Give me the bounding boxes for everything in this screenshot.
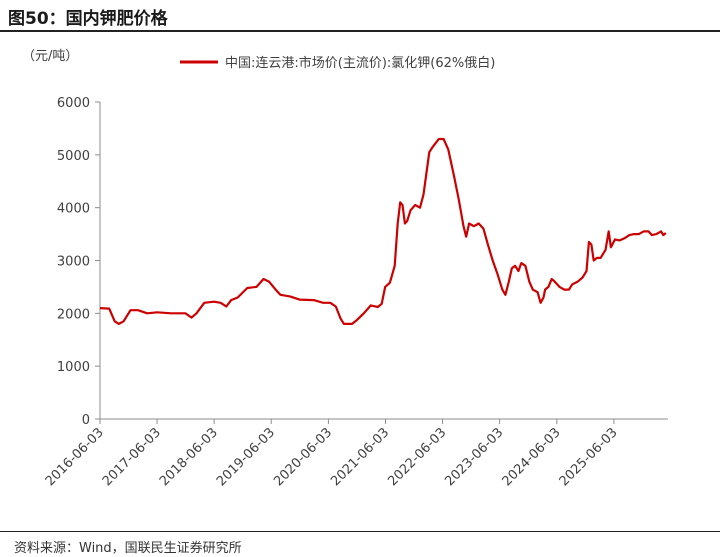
source-note: 资料来源：Wind，国联民生证券研究所 — [14, 541, 242, 556]
figure-title: 图50：国内钾肥价格 — [8, 9, 168, 29]
y-tick-label: 5000 — [57, 149, 90, 164]
series-group — [99, 137, 667, 325]
y-tick-label: 6000 — [57, 96, 90, 111]
y-tick-label: 2000 — [57, 307, 90, 322]
x-tick-label: 2018-06-03 — [157, 425, 221, 489]
x-tick-label: 2016-06-03 — [43, 425, 107, 489]
legend-label: 中国:连云港:市场价(主流价):氯化钾(62%俄白) — [225, 55, 495, 71]
series-line-kcl-price — [99, 137, 667, 325]
x-tick-label: 2021-06-03 — [328, 425, 392, 489]
y-tick-label: 0 — [82, 413, 90, 428]
legend: 中国:连云港:市场价(主流价):氯化钾(62%俄白) — [180, 55, 495, 71]
x-tick-label: 2019-06-03 — [214, 425, 278, 489]
x-tick-label: 2022-06-03 — [385, 425, 449, 489]
x-tick-label: 2023-06-03 — [442, 425, 506, 489]
x-tick-label: 2025-06-03 — [557, 425, 621, 489]
x-tick-label: 2020-06-03 — [271, 425, 335, 489]
x-tick-label: 2024-06-03 — [500, 425, 564, 489]
y-axis-ticks: 0 1000 2000 3000 4000 5000 6000 — [57, 96, 100, 428]
axes — [99, 102, 668, 420]
y-tick-label: 3000 — [57, 255, 90, 270]
y-tick-label: 1000 — [57, 360, 90, 375]
x-tick-label: 2017-06-03 — [100, 425, 164, 489]
unit-label: （元/吨） — [22, 49, 78, 64]
footer-rule — [0, 531, 720, 532]
y-tick-label: 4000 — [57, 202, 90, 217]
x-axis-ticks: 2016-06-032017-06-032018-06-032019-06-03… — [43, 419, 621, 489]
title-rule — [0, 30, 720, 32]
